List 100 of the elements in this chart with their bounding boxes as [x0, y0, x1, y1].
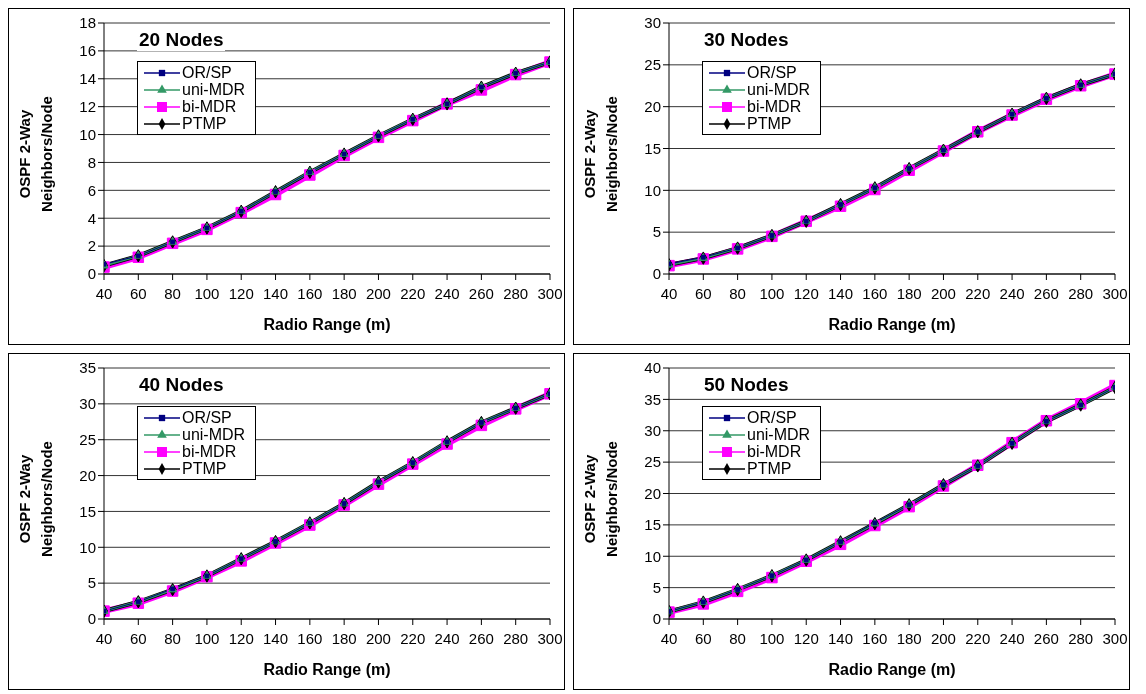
x-tick-label: 120 — [793, 284, 819, 302]
x-tick-label: 300 — [537, 629, 563, 647]
chart-title: 50 Nodes — [702, 374, 791, 396]
legend-label: uni-MDR — [747, 81, 811, 98]
x-tick-label: 80 — [164, 284, 181, 302]
y-tick-label: 35 — [79, 359, 96, 377]
y-tick-label: 0 — [87, 265, 96, 283]
x-tick-label: 200 — [365, 629, 391, 647]
y-tick-label: 10 — [79, 538, 96, 556]
x-tick-label: 60 — [694, 629, 712, 647]
y-tick-label: 5 — [652, 578, 661, 596]
legend-label: OR/SP — [747, 64, 797, 81]
y-tick-label: 0 — [87, 610, 96, 628]
y-tick-label: 4 — [87, 209, 96, 227]
x-tick-label: 200 — [930, 629, 956, 647]
x-tick-label: 120 — [228, 629, 254, 647]
x-tick-label: 240 — [999, 284, 1025, 302]
x-axis-title: Radio Range (m) — [263, 661, 391, 678]
x-tick-label: 180 — [896, 284, 922, 302]
x-tick-label: 120 — [228, 284, 254, 302]
chart-title: 20 Nodes — [137, 29, 226, 51]
y-tick-label: 18 — [79, 14, 96, 32]
y-axis-title: OSPF 2-Way Neighbors/Node — [580, 440, 621, 559]
y-tick-label: 25 — [644, 453, 661, 471]
x-tick-label: 160 — [297, 629, 323, 647]
x-tick-label: 100 — [194, 629, 220, 647]
x-tick-label: 160 — [297, 284, 323, 302]
x-tick-label: 100 — [194, 284, 220, 302]
x-tick-label: 140 — [263, 284, 289, 302]
x-tick-label: 80 — [729, 284, 746, 302]
y-tick-label: 5 — [652, 223, 661, 241]
x-tick-label: 200 — [930, 284, 956, 302]
y-tick-label: 2 — [87, 237, 96, 255]
y-tick-label: 25 — [644, 56, 661, 74]
legend-label: uni-MDR — [182, 426, 246, 443]
y-tick-label: 0 — [652, 610, 661, 628]
y-tick-label: 6 — [87, 181, 96, 199]
y-tick-label: 35 — [644, 390, 661, 408]
x-tick-label: 220 — [400, 284, 426, 302]
x-tick-label: 240 — [999, 629, 1025, 647]
x-tick-label: 300 — [537, 284, 563, 302]
x-tick-label: 300 — [1102, 629, 1128, 647]
x-tick-label: 60 — [129, 629, 147, 647]
x-tick-label: 100 — [759, 284, 785, 302]
legend-label: PTMP — [182, 460, 227, 477]
legend-label: PTMP — [747, 115, 792, 132]
legend-label: OR/SP — [747, 409, 797, 426]
y-tick-label: 10 — [79, 125, 96, 143]
y-tick-label: 20 — [644, 97, 661, 115]
y-tick-label: 16 — [79, 42, 96, 60]
x-tick-label: 120 — [793, 629, 819, 647]
legend-label: bi-MDR — [747, 443, 802, 460]
y-tick-label: 10 — [644, 547, 661, 565]
y-tick-label: 30 — [644, 14, 661, 32]
x-axis-title: Radio Range (m) — [263, 316, 391, 333]
y-tick-label: 25 — [79, 431, 96, 449]
x-tick-label: 140 — [828, 284, 854, 302]
y-tick-label: 40 — [644, 359, 661, 377]
y-tick-label: 8 — [87, 153, 96, 171]
x-tick-label: 220 — [965, 284, 991, 302]
x-tick-label: 260 — [468, 284, 494, 302]
legend-label: OR/SP — [182, 64, 232, 81]
y-tick-label: 20 — [79, 466, 96, 484]
x-tick-label: 180 — [896, 629, 922, 647]
legend-label: PTMP — [182, 115, 227, 132]
legend-label: uni-MDR — [747, 426, 811, 443]
y-tick-label: 30 — [79, 395, 96, 413]
x-tick-label: 280 — [503, 284, 529, 302]
x-tick-label: 160 — [862, 284, 888, 302]
y-tick-label: 30 — [644, 422, 661, 440]
chart-title: 30 Nodes — [702, 29, 791, 51]
x-axis-title: Radio Range (m) — [828, 316, 956, 333]
legend-label: bi-MDR — [182, 443, 237, 460]
legend-label: uni-MDR — [182, 81, 246, 98]
x-tick-label: 240 — [434, 629, 460, 647]
legend-label: PTMP — [747, 460, 792, 477]
legend-label: OR/SP — [182, 409, 232, 426]
x-tick-label: 280 — [1068, 629, 1094, 647]
y-tick-label: 12 — [79, 97, 96, 115]
x-tick-label: 280 — [1068, 284, 1094, 302]
x-tick-label: 220 — [400, 629, 426, 647]
y-axis-title: OSPF 2-Way Neighbors/Node — [580, 95, 621, 214]
x-tick-label: 100 — [759, 629, 785, 647]
x-tick-label: 220 — [965, 629, 991, 647]
chart-title: 40 Nodes — [137, 374, 226, 396]
x-tick-label: 200 — [365, 284, 391, 302]
x-tick-label: 280 — [503, 629, 529, 647]
x-axis-title: Radio Range (m) — [828, 661, 956, 678]
x-tick-label: 180 — [331, 629, 357, 647]
x-tick-label: 140 — [828, 629, 854, 647]
y-tick-label: 5 — [87, 574, 96, 592]
y-axis-title: OSPF 2-Way Neighbors/Node — [15, 440, 56, 559]
y-tick-label: 0 — [652, 265, 661, 283]
x-tick-label: 140 — [263, 629, 289, 647]
x-tick-label: 60 — [129, 284, 147, 302]
legend-label: bi-MDR — [747, 98, 802, 115]
y-tick-label: 14 — [79, 70, 96, 88]
y-axis-title: OSPF 2-Way Neighbors/Node — [15, 95, 56, 214]
x-tick-label: 260 — [468, 629, 494, 647]
x-tick-label: 80 — [729, 629, 746, 647]
